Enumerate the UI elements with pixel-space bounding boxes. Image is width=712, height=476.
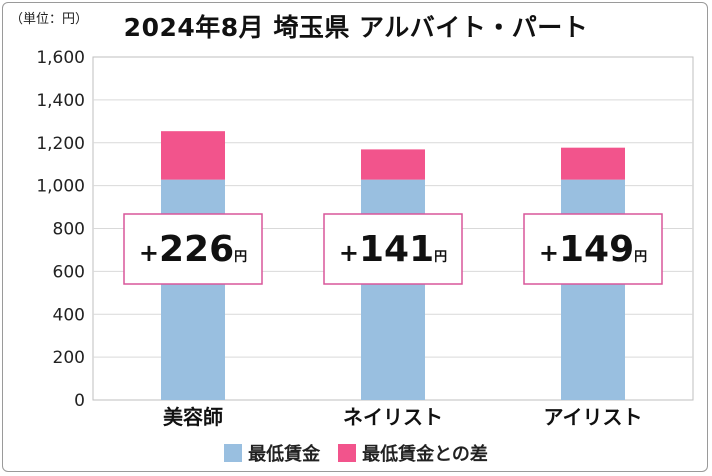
category-label: 美容師 (163, 405, 223, 429)
y-tick-label: 600 (53, 262, 85, 282)
bar-diff (161, 131, 225, 180)
y-tick-label: 1,400 (36, 91, 85, 111)
diff-callout-label: +226円 (139, 229, 247, 270)
legend-swatch-diff (338, 444, 357, 462)
diff-callout-box (523, 213, 663, 285)
category-label: アイリスト (544, 405, 643, 429)
diff-callout-label: +141円 (339, 229, 447, 270)
bar-base (161, 179, 225, 400)
legend-item-diff: 最低賃金との差 (338, 440, 488, 466)
diff-callout-box (123, 213, 263, 285)
chart-title: 2024年8月 埼玉県 アルバイト・パート (123, 13, 589, 42)
bar-diff (361, 149, 425, 180)
unit-label: （単位：円） (10, 12, 89, 27)
y-tick-label: 800 (53, 220, 85, 240)
bar-base (361, 179, 425, 400)
diff-callout-label: +149円 (539, 229, 647, 270)
legend-label-base: 最低賃金 (248, 444, 321, 465)
legend-label-diff: 最低賃金との差 (362, 444, 488, 465)
bar-base (561, 179, 625, 400)
y-tick-label: 0 (74, 391, 85, 411)
y-tick-label: 400 (53, 305, 85, 325)
bar-diff (561, 147, 625, 180)
legend-item-base: 最低賃金 (224, 440, 320, 466)
legend: 最低賃金 最低賃金との差 (0, 440, 712, 466)
y-tick-label: 1,200 (36, 134, 85, 154)
y-tick-label: 200 (53, 348, 85, 368)
category-label: ネイリスト (343, 405, 443, 429)
y-tick-label: 1,600 (36, 48, 85, 68)
y-tick-label: 1,000 (36, 177, 85, 197)
legend-swatch-base (224, 444, 243, 462)
diff-callout-box (323, 213, 463, 285)
